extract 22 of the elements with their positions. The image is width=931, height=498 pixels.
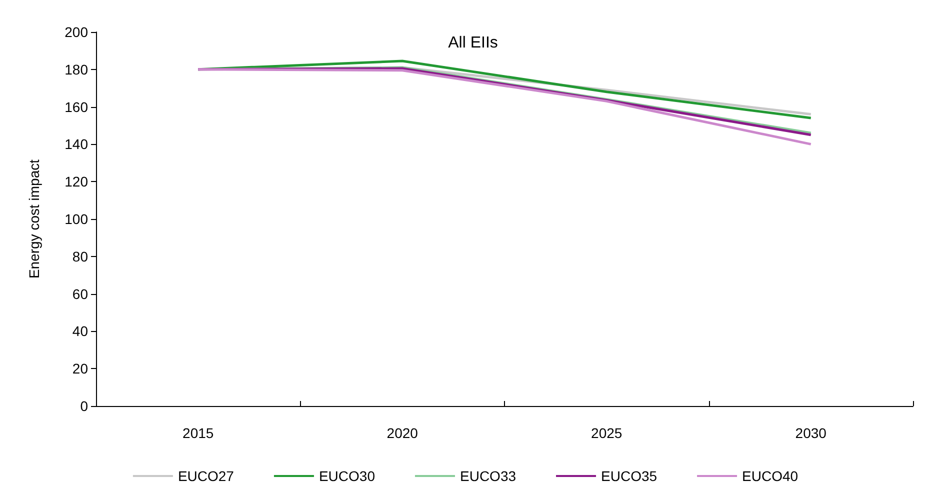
legend-label: EUCO30 — [318, 468, 376, 484]
x-tick-label: 2015 — [182, 425, 214, 441]
legend-label: EUCO40 — [742, 468, 798, 484]
legend-label: EUCO35 — [601, 468, 658, 484]
legend-label: EUCO33 — [460, 468, 516, 484]
y-tick-label: 140 — [64, 136, 88, 152]
y-tick-label: 200 — [64, 24, 88, 40]
x-tick-label: 2030 — [795, 425, 827, 441]
legend-label: EUCO27 — [178, 468, 234, 484]
y-tick-label: 120 — [64, 174, 88, 190]
y-axis-title: Energy cost impact — [26, 159, 42, 279]
y-tick-label: 40 — [72, 323, 88, 340]
y-tick-label: 100 — [64, 211, 88, 227]
y-tick-label: 60 — [72, 286, 88, 302]
y-tick-label: 160 — [64, 98, 88, 115]
y-tick-label: 180 — [64, 61, 88, 78]
x-tick-label: 2025 — [591, 425, 622, 441]
x-tick-label: 2020 — [386, 425, 418, 441]
y-tick-label: 0 — [80, 398, 88, 414]
y-tick-label: 20 — [72, 360, 88, 377]
chart-title: All EIIs — [448, 34, 498, 52]
y-tick-label: 80 — [72, 248, 88, 264]
